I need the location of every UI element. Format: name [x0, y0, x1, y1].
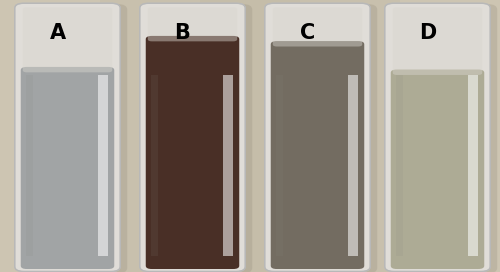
FancyBboxPatch shape [393, 7, 482, 75]
Bar [396, 75, 403, 256]
Bar [100, 0, 200, 272]
Bar [276, 75, 283, 256]
FancyBboxPatch shape [265, 3, 370, 271]
Bar [26, 75, 33, 256]
FancyBboxPatch shape [148, 7, 238, 41]
FancyBboxPatch shape [140, 3, 245, 271]
FancyBboxPatch shape [385, 3, 490, 271]
FancyBboxPatch shape [390, 4, 497, 272]
Text: B: B [174, 23, 190, 43]
FancyBboxPatch shape [271, 41, 364, 269]
Text: A: A [50, 23, 66, 43]
Bar [0, 0, 100, 272]
FancyBboxPatch shape [15, 3, 120, 271]
FancyBboxPatch shape [145, 4, 252, 272]
Bar [400, 0, 500, 272]
Bar [223, 75, 233, 256]
FancyBboxPatch shape [270, 4, 378, 272]
Bar [200, 0, 300, 272]
Bar [468, 75, 478, 256]
Bar [98, 75, 108, 256]
Text: D: D [419, 23, 436, 43]
FancyBboxPatch shape [20, 4, 127, 272]
FancyBboxPatch shape [23, 7, 112, 72]
FancyBboxPatch shape [273, 7, 362, 47]
FancyBboxPatch shape [21, 67, 114, 269]
Bar [151, 75, 158, 256]
FancyBboxPatch shape [391, 70, 484, 269]
Text: C: C [300, 23, 315, 43]
Bar [348, 75, 358, 256]
Bar [300, 0, 400, 272]
FancyBboxPatch shape [146, 36, 239, 269]
